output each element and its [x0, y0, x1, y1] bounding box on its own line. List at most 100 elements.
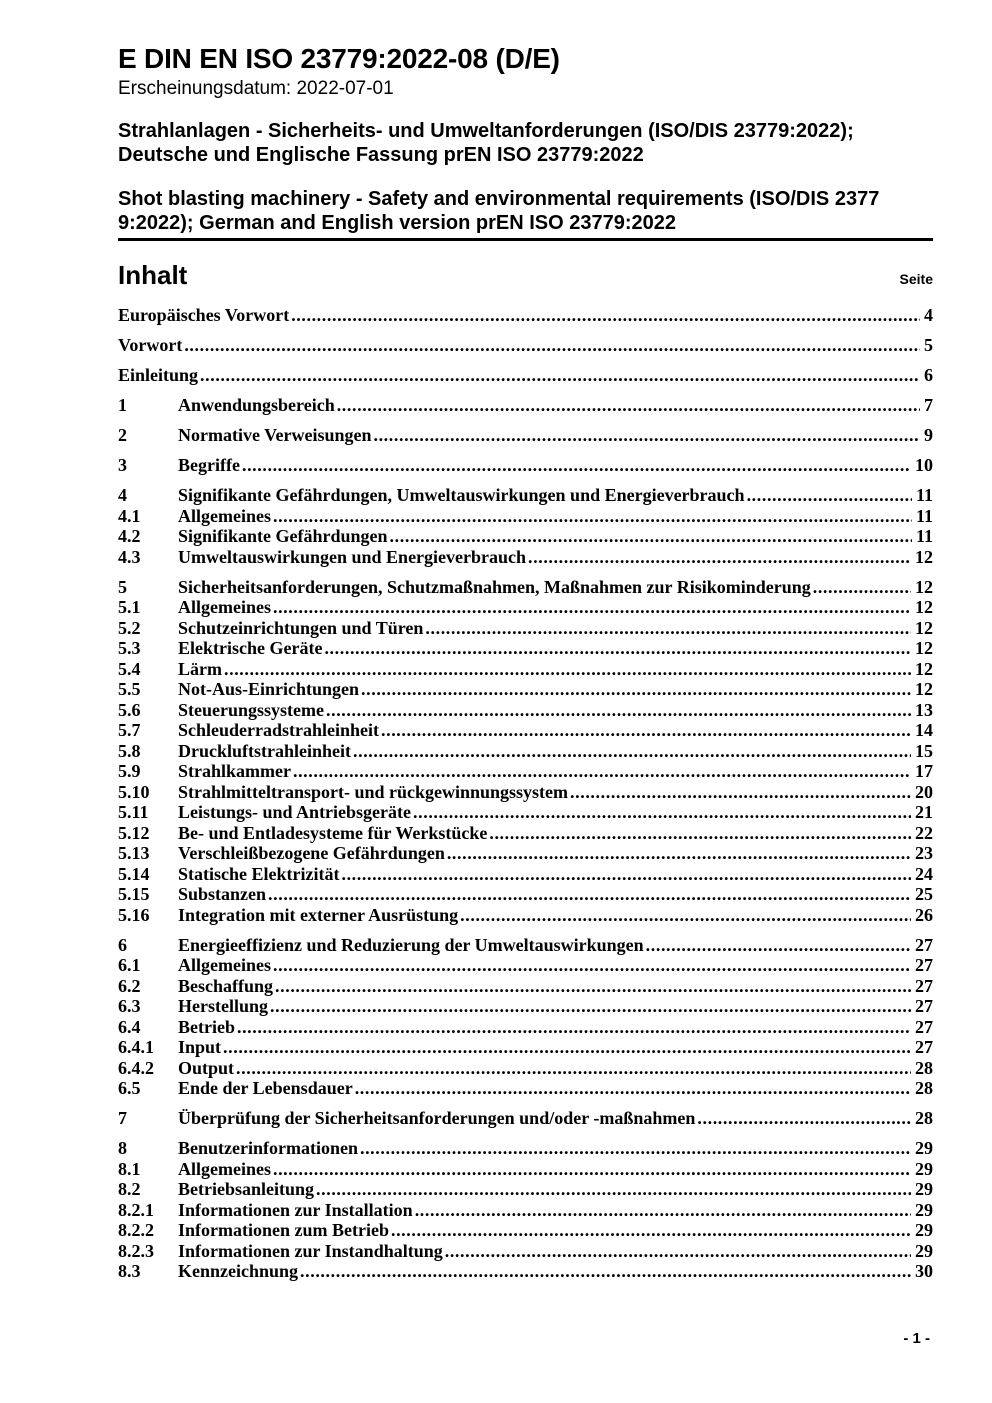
- toc-entry-title: Informationen zum Betrieb: [178, 1220, 389, 1240]
- toc-entry-page: 14: [915, 720, 933, 740]
- toc-leader-dots: ........................................…: [381, 720, 911, 740]
- toc-leader-dots: ........................................…: [425, 617, 911, 638]
- toc-entry-page: 27: [915, 996, 933, 1016]
- toc-entry-title: Europäisches Vorwort: [118, 305, 290, 325]
- toc-entry-title: Ende der Lebensdauer: [178, 1078, 353, 1098]
- toc-entry-number: 5.11: [118, 802, 149, 822]
- english-standard-title: Shot blasting machinery - Safety and env…: [118, 187, 933, 235]
- toc-entry-page: 27: [915, 1037, 933, 1057]
- toc-leader-dots: ........................................…: [389, 526, 912, 546]
- toc-leader-dots: ........................................…: [413, 802, 911, 822]
- toc-entry-page: 26: [915, 904, 933, 925]
- toc-entry-title: Input: [178, 1037, 222, 1057]
- toc-leader-dots: ........................................…: [460, 904, 911, 925]
- toc-entry: 8 Benutzerinformationen..................…: [118, 1138, 933, 1159]
- toc-leader-dots: ........................................…: [291, 305, 920, 325]
- toc-leader-dots: ........................................…: [272, 955, 911, 975]
- toc-leader-dots: ........................................…: [270, 996, 911, 1016]
- toc-leader-dots: ........................................…: [272, 1158, 911, 1179]
- toc-entry: 5.15 Substanzen..........................…: [118, 884, 933, 905]
- toc-leader-dots: ........................................…: [272, 505, 912, 526]
- publication-date: Erscheinungsdatum: 2022-07-01: [118, 78, 394, 99]
- toc-entry-page: 21: [915, 802, 933, 822]
- toc-leader-dots: ........................................…: [324, 638, 911, 658]
- toc-entry-page: 29: [915, 1179, 933, 1199]
- toc-entry-number: 6: [118, 934, 127, 955]
- toc-entry-title: Lärm: [178, 658, 222, 679]
- toc-entry-page: 27: [915, 934, 933, 955]
- toc-entry-title: Not-Aus-Einrichtungen: [178, 679, 360, 699]
- toc-header: Inhalt Seite: [118, 261, 933, 289]
- toc-entry-page: 29: [915, 1158, 933, 1179]
- toc-entry-page: 15: [915, 740, 933, 761]
- toc-entry-page: 12: [915, 638, 933, 658]
- toc-leader-dots: ........................................…: [528, 546, 911, 567]
- toc-entry-title: Output: [178, 1057, 235, 1078]
- toc-entry-page: 12: [915, 658, 933, 679]
- toc-entry-title: Anwendungsbereich: [178, 395, 335, 415]
- toc-entry: 3 Begriffe...............................…: [118, 455, 933, 476]
- toc-entry-number: 5.14: [118, 863, 150, 884]
- toc-entry: 5.3 Elektrische Geräte...................…: [118, 638, 933, 659]
- toc-entry: 4.3 Umweltauswirkungen und Energieverbrau…: [118, 547, 933, 568]
- toc-entry-title: Strahlmitteltransport- und rückgewinnung…: [178, 781, 569, 802]
- toc-entry-title: Betriebsanleitung: [178, 1179, 315, 1199]
- toc-entry-title: Steuerungssysteme: [178, 699, 324, 720]
- toc-entry-title: Signifikante Gefährdungen, Umweltauswirk…: [178, 485, 745, 505]
- english-title-line-2: 9:2022); German and English version prEN…: [118, 212, 677, 234]
- toc-leader-dots: ........................................…: [241, 455, 911, 475]
- toc-entry: 8.1 Allgemeines..........................…: [118, 1159, 933, 1180]
- toc-entry-number: 5.8: [118, 740, 141, 761]
- toc-entry-number: 5.5: [118, 679, 141, 699]
- toc-entry-number: 6.4: [118, 1016, 141, 1037]
- toc-entry-title: Allgemeines: [178, 597, 271, 617]
- toc-entry-number: 8.2.2: [118, 1220, 154, 1240]
- toc-entry-page: 9: [924, 425, 933, 445]
- toc-entry-number: 2: [118, 425, 127, 445]
- toc-leader-dots: ........................................…: [697, 1108, 911, 1128]
- toc-entry-title: Be- und Entladesysteme für Werkstücke: [178, 822, 488, 843]
- toc-entry-number: 6.5: [118, 1078, 141, 1098]
- toc-leader-dots: ........................................…: [446, 843, 911, 863]
- toc-entry: 5.12 Be- und Entladesysteme für Werkstück…: [118, 823, 933, 844]
- toc-entry-page: 23: [915, 843, 933, 863]
- toc-entry: 4 Signifikante Gefährdungen, Umweltauswir…: [118, 485, 933, 506]
- toc-entry-page: 29: [915, 1199, 933, 1220]
- toc-entry-title: Umweltauswirkungen und Energieverbrauch: [178, 546, 527, 567]
- toc-leader-dots: ........................................…: [645, 934, 911, 955]
- toc-entry: 5.6 Steuerungssysteme....................…: [118, 700, 933, 721]
- toc-entry: 6.2 Beschaffung..........................…: [118, 976, 933, 997]
- toc-entry: 5.8 Druckluftstrahleinheit...............…: [118, 741, 933, 762]
- toc-entry-number: 5.12: [118, 822, 150, 843]
- toc-entry: 8.2 Betriebsanleitung....................…: [118, 1179, 933, 1200]
- toc-entry-title: Betrieb: [178, 1016, 235, 1037]
- toc-entry-title: Strahlkammer: [178, 761, 291, 781]
- toc-leader-dots: ........................................…: [414, 1199, 911, 1220]
- toc-entry-title: Leistungs- und Antriebsgeräte: [178, 802, 412, 822]
- toc-leader-dots: ........................................…: [200, 365, 920, 385]
- toc-entry-page: 28: [915, 1078, 933, 1098]
- german-title-line-2: Deutsche und Englische Fassung prEN ISO …: [118, 144, 644, 166]
- toc-entry-title: Substanzen: [178, 884, 267, 904]
- toc-entry-page: 11: [915, 505, 933, 526]
- toc-entry-title: Kennzeichnung: [178, 1261, 299, 1281]
- header-divider: [118, 238, 933, 241]
- toc-entry: 4.1 Allgemeines..........................…: [118, 506, 933, 527]
- toc-entry-page: 11: [915, 485, 933, 505]
- toc-entry-title: Beschaffung: [178, 975, 274, 996]
- toc-leader-dots: ........................................…: [353, 740, 911, 761]
- toc-entry-page: 7: [924, 395, 933, 415]
- toc-entry-number: 4.1: [118, 505, 141, 526]
- toc-leader-dots: ........................................…: [361, 679, 911, 699]
- toc-leader-dots: ........................................…: [489, 822, 911, 843]
- toc-entry-title: Druckluftstrahleinheit: [178, 740, 351, 761]
- toc-entry: 5.7 Schleuderradstrahleinheit............…: [118, 720, 933, 741]
- toc-leader-dots: ........................................…: [746, 485, 912, 505]
- toc-entry-number: 5.3: [118, 638, 141, 658]
- toc-entry-number: 7: [118, 1108, 127, 1128]
- toc-entry: 5.5 Not-Aus-Einrichtungen................…: [118, 679, 933, 700]
- toc-entry-number: 8.1: [118, 1158, 141, 1179]
- toc-leader-dots: ........................................…: [223, 1037, 911, 1057]
- toc-entry-page: 27: [915, 1016, 933, 1037]
